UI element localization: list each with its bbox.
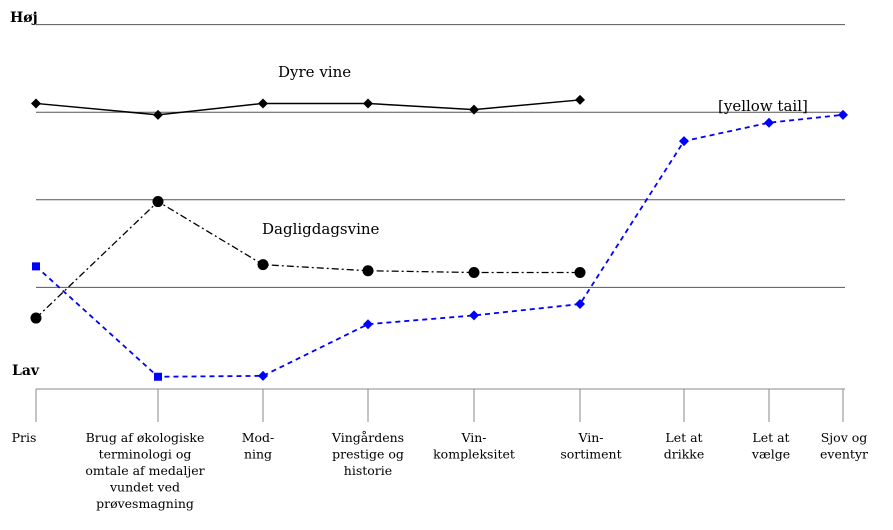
series-0-point-3: [363, 98, 373, 109]
series-markers: [30, 94, 848, 381]
series-label-dyre-vine: Dyre vine: [278, 63, 351, 81]
series-1-point-3: [362, 265, 374, 277]
series-1-point-5: [574, 267, 586, 279]
series-1-point-4: [468, 267, 480, 279]
series-0-point-0: [31, 98, 41, 109]
series-0-point-4: [469, 104, 479, 115]
series-1-point-0: [30, 312, 42, 324]
category-label-8: Sjov og eventyr: [820, 430, 868, 462]
series-2-point-2: [258, 370, 268, 381]
series-0-point-2: [258, 98, 268, 109]
series-2-point-8: [838, 109, 848, 120]
category-label-3: Vingårdens prestige og historie: [331, 430, 404, 478]
series-2-point-3: [363, 319, 373, 330]
series-line-1: [35, 200, 580, 319]
category-ticks: [35, 388, 845, 422]
series-2-point-1: [154, 372, 162, 381]
series-0-point-5: [575, 94, 585, 105]
series-label-dagligdagsvine: Dagligdagsvine: [262, 220, 380, 238]
series-label-yellow-tail: [yellow tail]: [718, 97, 808, 115]
category-label-7: Let at vælge: [751, 430, 790, 462]
series-2-point-7: [764, 117, 774, 128]
category-label-2: Mod-ning: [242, 430, 275, 462]
category-label-5: Vin-sortiment: [560, 430, 621, 462]
series-line-0: [35, 99, 581, 116]
category-label-0: Pris: [12, 430, 37, 445]
series-2-point-4: [469, 310, 479, 321]
series-line-2: [35, 113, 844, 378]
grid-lines: [36, 24, 845, 288]
series-2-point-6: [679, 136, 689, 147]
series-0-point-1: [153, 109, 163, 120]
series-1-point-1: [152, 196, 164, 208]
series-lines: [35, 99, 844, 378]
category-label-4: Vin-kompleksitet: [433, 430, 515, 462]
series-1-point-2: [257, 259, 269, 271]
series-2-point-0: [32, 262, 40, 271]
category-labels: Pris Brug af økologiske terminologi og omta…: [12, 430, 868, 511]
category-label-1: Brug af økologiske terminologi og omtale a…: [85, 430, 204, 511]
y-low-label: Lav: [12, 363, 40, 379]
category-label-6: Let at drikke: [664, 430, 705, 462]
y-high-label: Høj: [10, 10, 38, 26]
series-2-point-5: [575, 299, 585, 310]
